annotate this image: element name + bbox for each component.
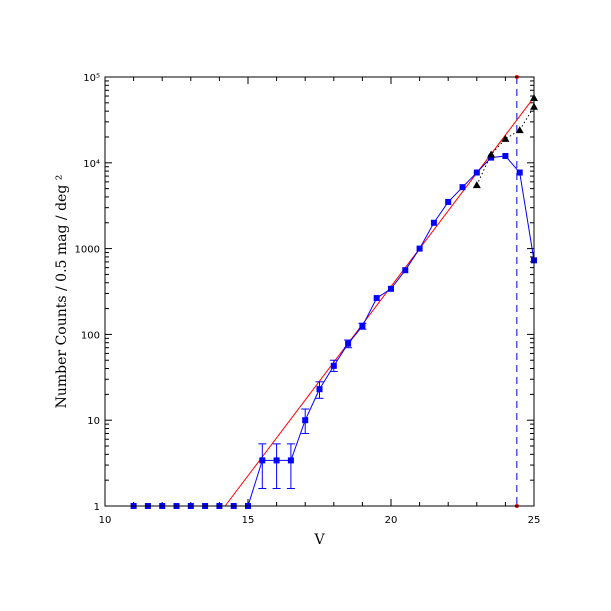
y-tick-label: 1 xyxy=(94,502,100,513)
x-axis-title: V xyxy=(313,532,325,548)
data-point xyxy=(516,169,523,176)
y-axis-title: Number Counts / 0.5 mag / deg ² xyxy=(54,175,70,409)
x-tick-label: 25 xyxy=(528,515,541,526)
data-point xyxy=(359,323,366,330)
reference-lines xyxy=(514,75,519,508)
data-point xyxy=(330,362,337,369)
data-point xyxy=(515,126,524,134)
y-tick-label: 10⁵ xyxy=(83,73,100,84)
data-point xyxy=(373,295,380,302)
data-point xyxy=(316,386,323,393)
y-tick-label: 100 xyxy=(81,330,100,341)
data-point xyxy=(430,219,437,226)
data-point xyxy=(487,150,496,158)
data-point xyxy=(488,154,495,161)
data-point xyxy=(388,285,394,292)
y-tick-label: 10 xyxy=(87,416,100,427)
x-tick-label: 20 xyxy=(385,515,398,526)
data-point xyxy=(302,417,309,424)
series-line xyxy=(133,155,535,507)
data-point xyxy=(473,169,480,176)
data-series xyxy=(130,93,538,509)
y-tick-label: 1000 xyxy=(75,245,100,256)
data-point xyxy=(459,184,466,191)
data-point xyxy=(402,267,409,274)
fit-lines xyxy=(224,96,535,507)
x-tick-label: 15 xyxy=(242,515,255,526)
data-point xyxy=(445,198,452,205)
data-point xyxy=(345,340,352,347)
data-point xyxy=(416,245,423,252)
y-tick-label: 10⁴ xyxy=(83,159,100,170)
data-point xyxy=(501,134,510,142)
data-point xyxy=(273,457,280,464)
series-line xyxy=(224,96,535,507)
data-point xyxy=(472,181,481,189)
data-point xyxy=(502,153,509,160)
plot-frame xyxy=(104,76,535,507)
axis-ticks xyxy=(104,76,535,507)
tick-labels: 10 15 20 25 1 10 100 1000 10⁴ 10⁵ xyxy=(75,73,541,526)
data-point xyxy=(287,457,294,464)
data-point xyxy=(259,457,266,464)
x-tick-label: 10 xyxy=(99,515,112,526)
